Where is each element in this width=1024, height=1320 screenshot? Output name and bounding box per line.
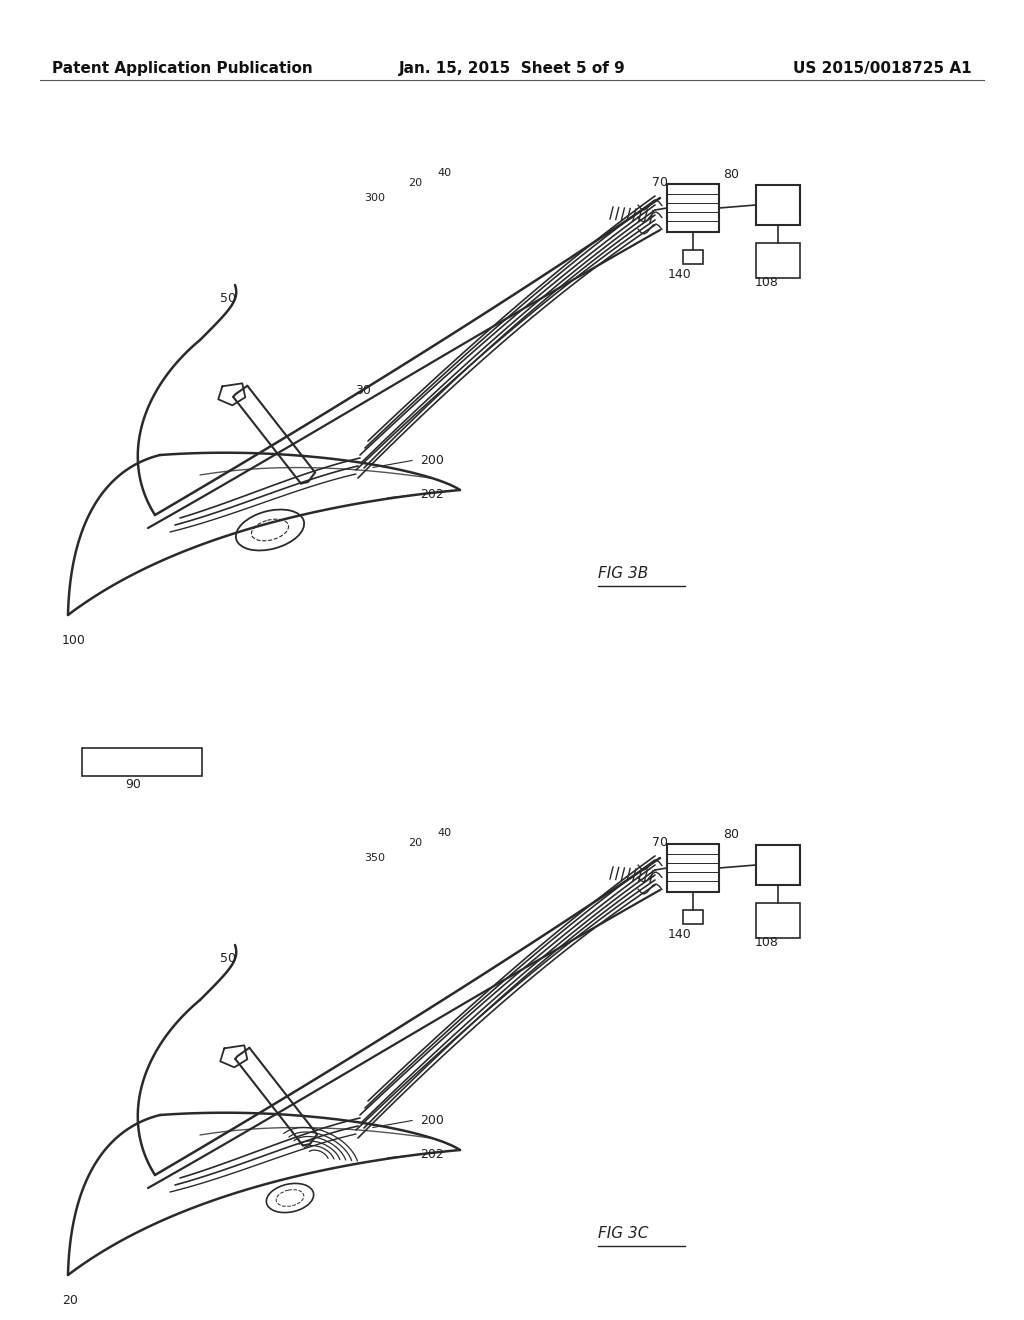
Ellipse shape [266, 1184, 313, 1213]
Text: 40: 40 [438, 168, 452, 178]
Text: 40: 40 [438, 828, 452, 838]
Text: FIG 3B: FIG 3B [598, 566, 648, 581]
Text: 202: 202 [420, 1148, 443, 1162]
Ellipse shape [236, 510, 304, 550]
Text: FIG 3C: FIG 3C [598, 1226, 648, 1241]
Text: 200: 200 [420, 454, 443, 466]
Text: 350: 350 [365, 853, 385, 863]
Bar [82, 748, 202, 776]
Text: US 2015/0018725 A1: US 2015/0018725 A1 [794, 61, 972, 75]
Bar [756, 903, 800, 939]
Bar [756, 243, 800, 279]
Text: 20: 20 [408, 178, 422, 187]
Text: 70: 70 [652, 176, 668, 189]
Bar [683, 909, 703, 924]
Bar [756, 185, 800, 224]
Text: 108: 108 [755, 276, 779, 289]
Text: 70: 70 [652, 836, 668, 849]
Text: 200: 200 [420, 1114, 443, 1126]
Text: 108: 108 [755, 936, 779, 949]
Text: 50: 50 [220, 952, 236, 965]
Text: 30: 30 [355, 384, 371, 396]
Text: Patent Application Publication: Patent Application Publication [52, 61, 312, 75]
Text: 50: 50 [220, 292, 236, 305]
Text: 90: 90 [125, 777, 141, 791]
Text: 20: 20 [408, 838, 422, 847]
Bar [756, 845, 800, 884]
Text: 100: 100 [62, 634, 86, 647]
Bar [683, 249, 703, 264]
Text: 20: 20 [62, 1294, 78, 1307]
Text: 80: 80 [723, 828, 739, 841]
Text: 202: 202 [420, 488, 443, 502]
Text: 140: 140 [668, 928, 692, 941]
Bar [667, 843, 719, 892]
Text: Jan. 15, 2015  Sheet 5 of 9: Jan. 15, 2015 Sheet 5 of 9 [398, 61, 626, 75]
Text: 140: 140 [668, 268, 692, 281]
Text: 300: 300 [365, 193, 385, 203]
Bar [667, 183, 719, 232]
Text: 80: 80 [723, 168, 739, 181]
